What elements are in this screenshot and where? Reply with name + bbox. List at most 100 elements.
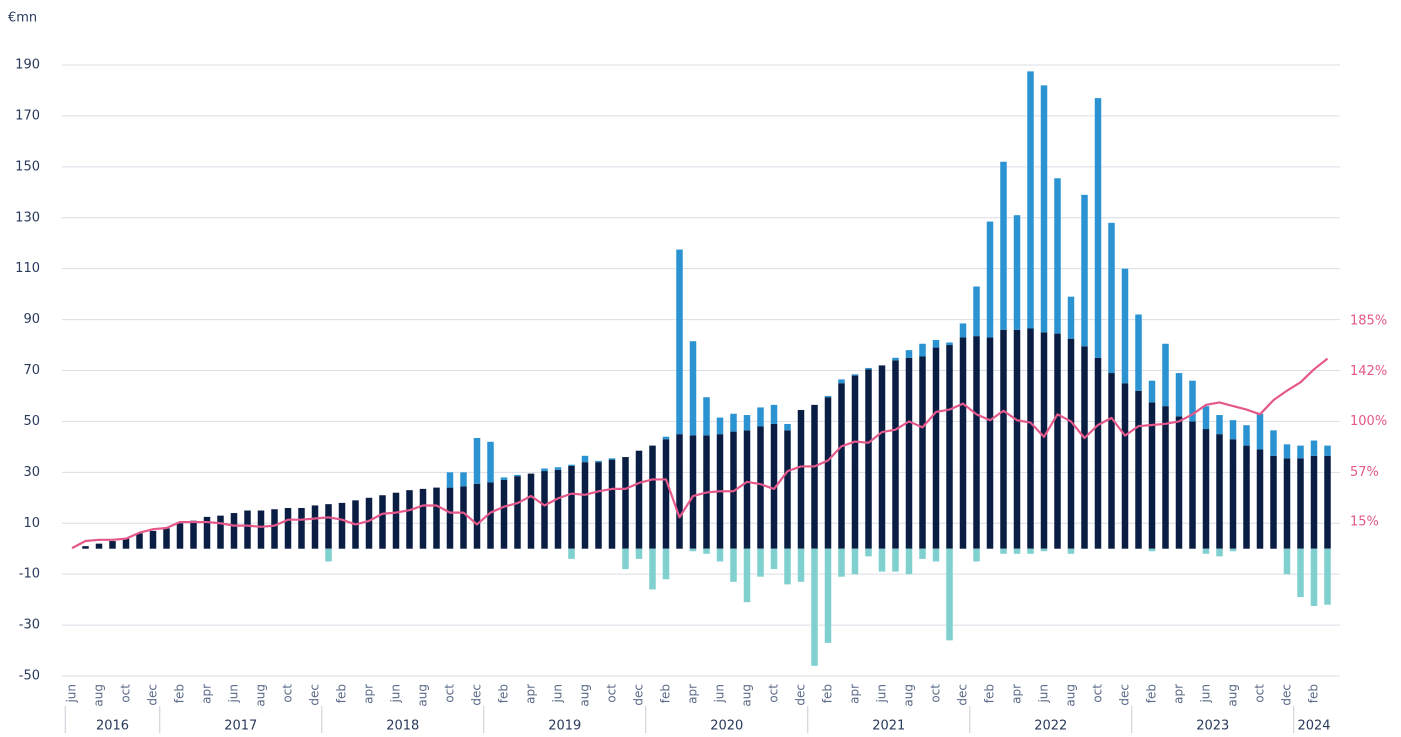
bar <box>1027 71 1034 329</box>
y2-tick-label: 142% <box>1350 364 1387 379</box>
bar <box>136 533 143 549</box>
bar <box>959 323 967 338</box>
bar <box>784 423 791 431</box>
y-tick-label: 70 <box>23 363 40 378</box>
y-tick-label: 10 <box>23 516 40 531</box>
bar <box>230 513 238 549</box>
bar <box>568 464 575 466</box>
x-tick-label: feb <box>497 684 511 703</box>
bar <box>1283 548 1291 575</box>
bar <box>797 548 805 582</box>
x-tick-label: dec <box>794 684 808 706</box>
bar <box>95 543 103 549</box>
bar <box>824 395 832 398</box>
bar <box>1067 338 1075 549</box>
bar <box>757 426 764 549</box>
bar <box>568 548 575 559</box>
bar <box>149 530 157 549</box>
bar <box>1297 445 1304 459</box>
bar <box>554 467 562 470</box>
bar <box>838 379 845 384</box>
bar <box>1310 440 1318 456</box>
bar <box>1013 548 1021 554</box>
x-tick-label: feb <box>983 684 997 703</box>
bar <box>446 472 454 488</box>
bar <box>932 339 940 348</box>
bar <box>1243 425 1250 446</box>
bar <box>1202 548 1210 554</box>
y-tick-label: 150 <box>15 159 40 174</box>
x-tick-label: aug <box>740 684 754 707</box>
x-tick-label: apr <box>362 684 376 704</box>
bar <box>487 441 494 483</box>
y-tick-label: -30 <box>19 618 40 633</box>
x-tick-label: dec <box>470 684 484 706</box>
bar <box>595 460 602 463</box>
bar <box>716 417 724 435</box>
bar <box>811 548 818 666</box>
bar <box>1027 328 1034 549</box>
bar <box>1175 416 1183 549</box>
bar <box>932 347 940 549</box>
bar <box>649 445 656 549</box>
bar <box>1283 444 1291 459</box>
bar <box>581 455 589 463</box>
bar <box>1189 380 1196 422</box>
x-tick-label: jun <box>389 684 403 704</box>
x-tick-label: apr <box>1172 684 1186 704</box>
x-tick-label: feb <box>821 684 835 703</box>
bar <box>433 487 440 549</box>
x-tick-label: dec <box>632 684 646 706</box>
bar <box>500 479 508 549</box>
x-tick-label: oct <box>1091 684 1105 703</box>
bar <box>500 477 508 480</box>
bar <box>1324 548 1331 605</box>
bar <box>973 286 980 337</box>
x-tick-label: aug <box>1226 684 1240 707</box>
bar <box>109 541 116 549</box>
bar <box>1202 429 1210 549</box>
bar <box>986 337 994 549</box>
bar <box>1310 548 1318 606</box>
bar <box>878 365 886 549</box>
x-tick-label: jun <box>1199 684 1213 704</box>
bar <box>1189 421 1196 549</box>
bar <box>608 458 616 460</box>
x-tick-label: feb <box>1145 684 1159 703</box>
bar <box>1256 449 1264 549</box>
bar <box>406 490 413 549</box>
x-tick-label: oct <box>929 684 943 703</box>
bar <box>784 548 791 585</box>
bar <box>460 486 467 549</box>
bar <box>1000 329 1007 549</box>
x-tick-label: oct <box>443 684 457 703</box>
bar <box>190 520 197 549</box>
bar <box>622 548 629 570</box>
bar <box>1067 296 1075 339</box>
y-tick-label: 90 <box>23 312 40 327</box>
bar <box>338 502 346 549</box>
bar <box>662 436 670 440</box>
bar <box>770 548 778 570</box>
bar <box>1148 548 1156 552</box>
y-tick-label: 50 <box>23 414 40 429</box>
bar <box>1054 333 1061 549</box>
bar <box>919 343 926 357</box>
bar <box>797 409 805 549</box>
y2-tick-label: 185% <box>1350 313 1387 328</box>
year-label: 2024 <box>1297 719 1330 734</box>
x-tick-label: apr <box>686 684 700 704</box>
bar <box>973 336 980 549</box>
bar <box>1121 268 1129 384</box>
bar <box>1081 346 1088 549</box>
bar <box>379 495 386 549</box>
x-tick-label: dec <box>146 684 160 706</box>
bar <box>325 548 332 562</box>
bar <box>1297 458 1304 549</box>
bar <box>770 423 778 549</box>
bar <box>487 482 494 549</box>
year-label: 2021 <box>872 719 905 734</box>
bar <box>514 476 521 549</box>
bar <box>568 465 575 549</box>
bar <box>1162 343 1169 407</box>
